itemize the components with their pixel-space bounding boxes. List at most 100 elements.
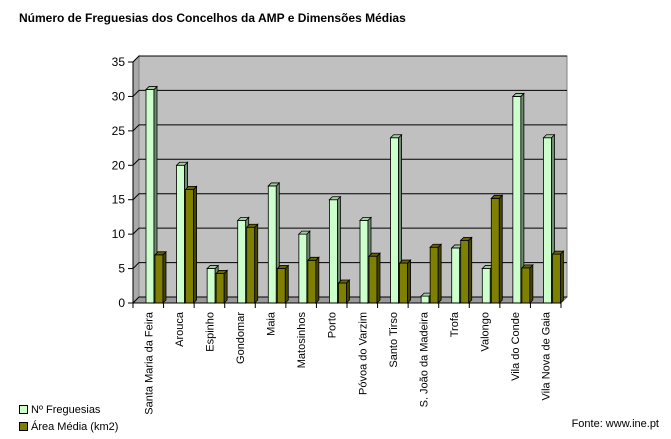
bar-area-media-top <box>337 279 351 284</box>
gridline <box>132 55 567 63</box>
bar-freguesias-top <box>297 230 311 235</box>
bar-freguesias-front <box>145 89 155 304</box>
x-category-label: Vila do Conde <box>510 312 522 381</box>
bar-area-media-side <box>468 236 473 304</box>
bar-freguesias-top <box>542 134 556 139</box>
y-tick-label: 10 <box>112 227 126 241</box>
bar-freguesias-top <box>206 265 220 269</box>
bar-area-media-top <box>184 185 198 190</box>
bar-freguesias <box>511 92 525 304</box>
bar-area-media-front <box>246 226 256 304</box>
bar-area-media-front <box>552 253 561 304</box>
y-tick-label: 5 <box>118 262 125 276</box>
x-category-label: Santa Maria da Feira <box>143 311 155 415</box>
x-category-label: Gondomar <box>235 312 247 364</box>
gridline <box>132 227 567 235</box>
y-tick-label: 20 <box>112 158 126 172</box>
x-category-label: Santo Tirso <box>388 312 400 368</box>
bar-area-media-side <box>407 259 411 304</box>
legend-swatch-freguesias <box>19 405 28 414</box>
bar-freguesias-front <box>329 199 338 304</box>
bar-freguesias-front <box>451 247 461 304</box>
bar-freguesias-front <box>512 96 522 304</box>
bar-area-media <box>276 264 290 304</box>
bar-area-media-side <box>162 250 167 304</box>
bar-freguesias-top <box>145 86 158 90</box>
bar-area-media <box>368 252 381 304</box>
bar-freguesias-front <box>206 268 216 304</box>
legend-label-area-media: Área Média (km2) <box>31 420 119 433</box>
bar-area-media-front <box>521 267 531 304</box>
bar-area-media <box>398 259 412 304</box>
bar-area-media-top <box>490 194 504 199</box>
bar-area-media-side <box>437 243 442 304</box>
bar-area-media-front <box>460 239 470 304</box>
y-axis: 0 5 10 15 20 25 30 35 <box>112 55 134 310</box>
bar-area-media-top <box>276 265 290 269</box>
bar-area-media-front <box>215 272 225 304</box>
bar-freguesias-front <box>298 233 308 304</box>
bar-area-media <box>551 250 565 304</box>
legend-item-area-media: Área Média (km2) <box>19 418 118 435</box>
bar-area-media-top <box>398 259 412 264</box>
bar-area-media-top <box>245 223 259 228</box>
bar-area-media <box>306 256 320 304</box>
bar-area-media <box>245 223 259 304</box>
bar-area-media-top <box>306 256 320 261</box>
bar-area-media-front <box>368 255 378 304</box>
bar-area-media-side <box>284 264 289 304</box>
bar-freguesias-top <box>328 196 342 201</box>
bar-area-media-front <box>154 254 164 304</box>
bar-freguesias-top <box>359 216 372 221</box>
bar-area-media-top <box>368 252 381 257</box>
bar-area-media-front <box>429 246 439 304</box>
bar-area-media-side <box>223 269 228 304</box>
bar-area-media-front <box>276 268 286 304</box>
x-category-label: Espinho <box>204 312 216 352</box>
y-tick-label: 0 <box>118 296 125 310</box>
gridline <box>132 158 567 166</box>
bar-freguesias-front <box>237 219 247 304</box>
bar-area-media-top <box>215 269 229 274</box>
bar-area-media-side <box>254 223 259 304</box>
bar-freguesias-front <box>176 164 185 304</box>
x-axis: Santa Maria da Feira Arouca Espinho Gondoma… <box>132 302 562 415</box>
x-category-label: Arouca <box>174 311 186 347</box>
bar-freguesias-front <box>267 185 277 304</box>
bar-freguesias-front <box>543 137 552 304</box>
y-tick-label: 30 <box>112 89 126 103</box>
gridline <box>132 262 567 269</box>
legend-item-freguesias: Nº Freguesias <box>19 401 118 418</box>
bar-area-media <box>490 194 504 304</box>
y-tick-label: 25 <box>112 124 126 138</box>
x-category-label: Trofa <box>449 311 461 337</box>
bar-freguesias-front <box>359 219 369 304</box>
bar-area-media <box>520 263 534 304</box>
bar-freguesias-top <box>389 134 403 139</box>
bar-area-media-top <box>551 250 565 255</box>
bar-area-media-top <box>154 251 167 256</box>
bar-area-media-top <box>459 236 473 241</box>
x-category-label: Valongo <box>480 312 492 352</box>
bar-area-media-side <box>529 263 534 304</box>
bar-area-media-side <box>498 194 503 304</box>
gridline <box>132 124 567 132</box>
bar-freguesias-top <box>175 161 189 166</box>
bar-freguesias-top <box>511 93 525 97</box>
y-tick-label: 15 <box>112 193 126 207</box>
bar-area-media <box>337 279 351 304</box>
gridlines <box>132 55 567 304</box>
legend-label-freguesias: Nº Freguesias <box>31 403 101 416</box>
bar-area-media-top <box>520 264 534 269</box>
bars <box>145 85 565 304</box>
bar-freguesias-front <box>420 295 430 304</box>
bar-area-media <box>459 236 473 304</box>
bar-area-media-front <box>338 282 347 304</box>
bar-area-media-side <box>560 250 564 304</box>
x-category-label: Matosinhos <box>296 312 308 369</box>
bar-freguesias-top <box>267 182 281 187</box>
bar-freguesias-front <box>481 268 491 304</box>
bar-freguesias-top <box>236 216 250 221</box>
bar-area-media-front <box>307 259 317 304</box>
